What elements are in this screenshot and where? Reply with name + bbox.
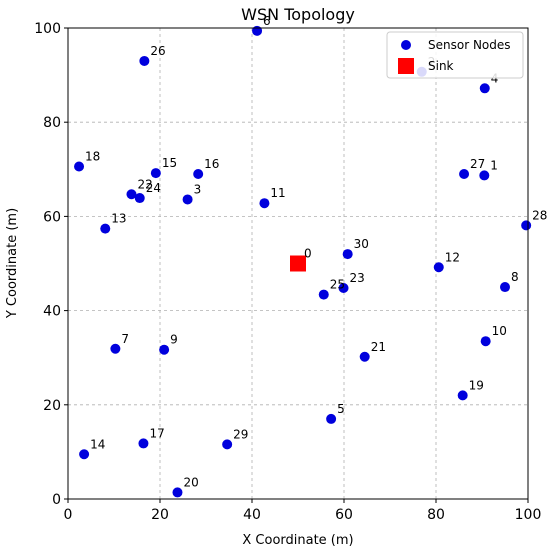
y-axis-ticks: 0 20 40 60 80 100 xyxy=(34,21,68,508)
node-label: 18 xyxy=(85,149,100,163)
sensor-node xyxy=(459,169,470,180)
node-label: 15 xyxy=(162,156,177,170)
sensor-node xyxy=(342,249,353,260)
node-label: 19 xyxy=(469,378,484,392)
sensor-node xyxy=(252,25,263,36)
node-label: 13 xyxy=(111,212,126,226)
sensor-node xyxy=(79,449,90,460)
sensor-node xyxy=(259,198,270,209)
node-label: 1 xyxy=(490,158,498,172)
sensor-node xyxy=(110,343,121,354)
sensor-node xyxy=(138,438,149,449)
chart-title: WSN Topology xyxy=(241,5,355,24)
x-axis-label: X Coordinate (m) xyxy=(242,533,353,548)
sensor-node xyxy=(359,351,370,362)
node-label: 7 xyxy=(121,332,129,346)
node-label: 10 xyxy=(492,324,507,338)
x-tick-label: 0 xyxy=(64,507,73,523)
sensor-node xyxy=(134,193,145,204)
sensor-node xyxy=(479,170,490,181)
sink-node xyxy=(290,255,306,272)
x-tick-label: 60 xyxy=(335,507,353,523)
sensor-node xyxy=(150,168,161,179)
sensor-node xyxy=(457,390,468,401)
sensor-node xyxy=(479,83,490,94)
node-label: 9 xyxy=(170,333,178,347)
sensor-node xyxy=(74,161,85,172)
y-tick-label: 60 xyxy=(43,209,61,225)
node-label: 5 xyxy=(337,402,345,416)
sensor-node xyxy=(480,336,491,347)
node-label: 21 xyxy=(371,340,386,354)
legend-sensor-marker xyxy=(401,40,411,50)
y-tick-label: 0 xyxy=(52,492,61,508)
node-label: 23 xyxy=(350,271,365,285)
node-label: 29 xyxy=(233,427,248,441)
sensor-node xyxy=(193,169,204,180)
node-label: 12 xyxy=(445,250,460,264)
node-label: 17 xyxy=(149,426,164,440)
node-label: 24 xyxy=(146,181,161,195)
sensor-node xyxy=(338,282,349,293)
x-axis-ticks: 0 20 40 60 80 100 xyxy=(64,499,542,523)
node-label: 22 xyxy=(137,177,152,191)
node-label: 8 xyxy=(511,270,519,284)
y-tick-label: 80 xyxy=(43,115,61,131)
node-label: 0 xyxy=(304,247,312,261)
legend: Sensor Nodes Sink xyxy=(386,31,524,79)
node-label: 27 xyxy=(470,157,485,171)
node-label: 30 xyxy=(354,237,369,251)
sensor-node xyxy=(222,439,233,450)
node-label: 20 xyxy=(183,475,198,489)
node-label: 28 xyxy=(532,208,547,222)
sensor-node xyxy=(521,220,532,231)
sensor-node xyxy=(326,413,337,424)
sensor-node xyxy=(100,223,111,234)
sensor-node xyxy=(182,194,193,205)
sensor-node xyxy=(433,262,444,273)
y-axis-label: Y Coordinate (m) xyxy=(5,208,20,319)
sensor-node xyxy=(318,289,329,300)
y-tick-label: 20 xyxy=(43,398,61,414)
legend-sink-label: Sink xyxy=(428,59,454,73)
node-label: 16 xyxy=(204,157,219,171)
node-label: 6 xyxy=(263,14,271,28)
plot-frame xyxy=(67,27,529,500)
node-label: 14 xyxy=(90,437,105,451)
sensor-node xyxy=(172,487,183,498)
node-label: 25 xyxy=(330,278,345,292)
x-tick-label: 80 xyxy=(427,507,445,523)
node-label: 11 xyxy=(270,186,285,200)
y-tick-label: 40 xyxy=(43,304,61,320)
sensor-node xyxy=(126,189,137,200)
x-tick-label: 100 xyxy=(515,507,542,523)
sensor-node xyxy=(139,55,150,66)
x-tick-label: 20 xyxy=(151,507,169,523)
legend-sensor-label: Sensor Nodes xyxy=(428,38,511,52)
data-points: 1234567891011121314151617181920212223242… xyxy=(74,14,547,498)
sensor-node xyxy=(159,344,170,355)
y-tick-label: 100 xyxy=(34,21,61,37)
x-tick-label: 40 xyxy=(243,507,261,523)
sensor-node xyxy=(500,282,510,293)
node-label: 26 xyxy=(150,44,165,58)
node-label: 3 xyxy=(194,182,202,196)
legend-box xyxy=(386,31,524,79)
legend-sink-marker xyxy=(398,58,414,74)
